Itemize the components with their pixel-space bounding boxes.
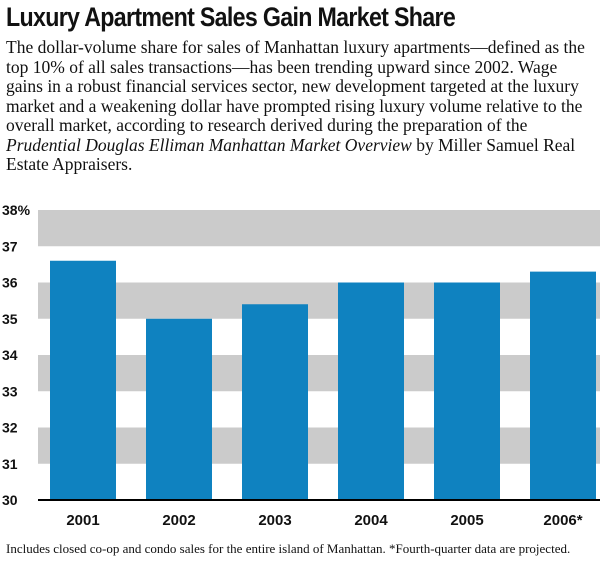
- y-tick-label: 30: [2, 492, 18, 508]
- bar-2001: [50, 260, 116, 500]
- bar-2002: [146, 318, 212, 500]
- bar-2005: [434, 282, 500, 500]
- y-tick-label: 32: [2, 420, 18, 436]
- y-tick-label: 37: [2, 238, 18, 254]
- y-tick-label: 35: [2, 311, 18, 327]
- grid-band: [38, 282, 600, 319]
- bars: [50, 260, 596, 500]
- bar-2003: [242, 304, 308, 500]
- chart-title: Luxury Apartment Sales Gain Market Share: [6, 2, 456, 32]
- y-tick-label: 31: [2, 456, 18, 472]
- y-tick-label: 34: [2, 347, 18, 363]
- grid-band: [38, 427, 600, 464]
- x-tick-label: 2002: [162, 512, 195, 529]
- x-tick-label: 2004: [354, 512, 388, 529]
- intro-report-title: Prudential Douglas Elliman Manhattan Mar…: [6, 134, 412, 155]
- y-tick-label: 36: [2, 275, 18, 291]
- bar-chart: 30 31 32 33 34 35 36 37 38% 2001 2002 2003 2004 2005…: [2, 202, 600, 529]
- y-tick-label: 38%: [2, 202, 31, 218]
- intro-paragraph: The dollar-volume share for sales of Man…: [6, 37, 598, 175]
- x-tick-label: 2006*: [543, 512, 582, 529]
- x-tick-label: 2003: [258, 512, 291, 529]
- intro-text-after: by Miller Samuel Real Estate Appraisers.: [6, 134, 576, 174]
- grid-band: [38, 210, 600, 247]
- x-tick-label: 2005: [450, 512, 483, 529]
- grid-bands: [38, 210, 600, 464]
- x-tick-labels: 2001 2002 2003 2004 2005 2006*: [66, 512, 582, 529]
- y-tick-label: 33: [2, 383, 18, 399]
- grid-band: [38, 355, 600, 392]
- bar-2006: [530, 271, 596, 500]
- y-tick-labels: 30 31 32 33 34 35 36 37 38%: [2, 202, 31, 508]
- bar-2004: [338, 282, 404, 500]
- intro-text-before: The dollar-volume share for sales of Man…: [6, 37, 585, 135]
- footnote: Includes closed co-op and condo sales fo…: [6, 541, 571, 556]
- x-tick-label: 2001: [66, 512, 99, 529]
